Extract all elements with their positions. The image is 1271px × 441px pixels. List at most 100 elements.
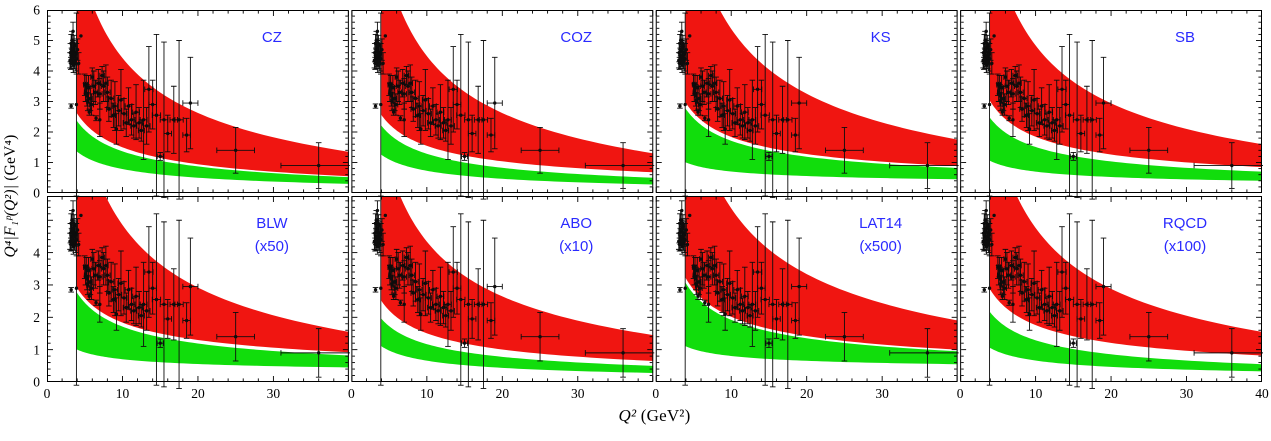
data-points [371,12,655,200]
panel-scale-note: (x50) [255,238,289,255]
data-points [67,193,350,389]
y-tick-label: 1 [33,342,40,357]
x-tick-label: 10 [420,386,434,401]
y-tick-label: 0 [33,186,40,201]
theory-bands [989,196,1262,372]
x-tick-label: 30 [1180,386,1194,401]
x-axis-unit: (GeV²) [636,406,691,425]
theory-bands [685,10,958,180]
data-points [371,193,655,389]
data-points [67,12,350,200]
panel-frame [960,196,1262,382]
panel-blw: 0 1 2 3 4 0 10 20 30 BLW (x50) [33,193,350,401]
x-tick-label: 0 [652,386,659,401]
axis-ticks [351,10,654,193]
panel-frame [47,196,349,382]
x-tick-labels: 0 10 20 30 [652,386,889,401]
x-axis-title: Q² (GeV²) [47,406,1262,426]
panel-frame [351,10,654,193]
axis-ticks [655,197,958,382]
theory-bands [76,196,349,368]
theory-bands [381,196,654,373]
axis-ticks [655,10,958,193]
x-tick-label: 0 [957,386,964,401]
axis-ticks [960,197,1262,382]
y-tick-label: 5 [33,33,40,48]
panel-label: BLW [256,215,288,232]
theory-bands [76,10,349,184]
y-tick-label: 4 [33,245,40,260]
y-axis-unit: (GeV⁴) [2,134,19,185]
band-red [989,196,1262,356]
panel-abo: 0 10 20 30 ABO (x10) [348,193,655,401]
panel-frame [655,196,958,382]
panel-sb: SB [960,10,1263,200]
panel-label: COZ [560,29,592,46]
x-tick-label: 20 [191,386,205,401]
theory-bands [381,10,654,185]
x-tick-label: 0 [44,386,51,401]
x-tick-label: 10 [1029,386,1043,401]
axis-ticks [47,10,349,193]
panel-label: SB [1175,29,1195,46]
band-green [685,282,958,365]
y-axis-title: Q⁴|F₁ᵖ(Q²)| (GeV⁴) [2,135,20,258]
panel-label: CZ [262,29,282,46]
y-tick-label: 2 [33,310,40,325]
band-green [381,125,654,185]
panel-label: LAT14 [859,215,902,232]
y-tick-label: 3 [33,278,40,293]
x-tick-label: 0 [348,386,355,401]
band-red [381,196,654,361]
panel-label: ABO [560,215,592,232]
x-tick-labels: 0 10 20 30 40 [957,386,1269,401]
y-tick-label: 3 [33,94,40,109]
band-green [989,311,1262,372]
y-tick-label: 2 [33,125,40,140]
data-points [980,12,1263,200]
band-green [76,120,349,184]
panel-frame [47,10,349,193]
axis-ticks [47,197,349,382]
x-tick-label: 20 [800,386,814,401]
panel-label: KS [871,29,891,46]
panel-scale-note: (x500) [859,238,902,255]
band-red [685,10,958,167]
y-axis-math: Q⁴|F₁ᵖ(Q²)| [2,184,19,258]
panel-cz: 0 1 2 3 4 5 6 CZ [33,3,350,201]
panel-label: RQCD [1163,215,1207,232]
x-tick-labels: 0 10 20 30 [44,386,281,401]
data-points [675,193,959,389]
y-tick-labels: 0 1 2 3 4 [33,245,40,389]
x-tick-label: 30 [875,386,889,401]
band-red [76,10,349,177]
x-tick-labels: 0 10 20 30 [348,386,585,401]
x-tick-label: 20 [1104,386,1118,401]
axis-ticks [351,197,654,382]
x-tick-label: 30 [571,386,585,401]
band-red [381,10,654,173]
x-tick-label: 10 [724,386,738,401]
panel-frame [960,10,1262,193]
x-tick-label: 10 [116,386,130,401]
y-tick-labels: 0 1 2 3 4 5 6 [33,3,40,201]
band-green [381,318,654,373]
panel-rqcd: 0 10 20 30 40 RQCD (x100) [957,193,1269,401]
axis-ticks [960,10,1262,193]
panel-ks: KS [655,10,959,200]
y-tick-label: 6 [33,3,40,18]
theory-bands [989,10,1262,181]
band-red [76,196,349,353]
x-axis-math: Q² [618,406,637,425]
x-tick-label: 30 [267,386,281,401]
panel-lat14: 0 10 20 30 LAT14 (x500) [652,193,959,401]
y-tick-label: 4 [33,64,40,79]
panel-frame [351,196,654,382]
x-tick-label: 40 [1255,386,1269,401]
panel-scale-note: (x100) [1164,238,1207,255]
panel-frame [655,10,958,193]
band-green [989,117,1262,181]
band-red [989,10,1262,168]
